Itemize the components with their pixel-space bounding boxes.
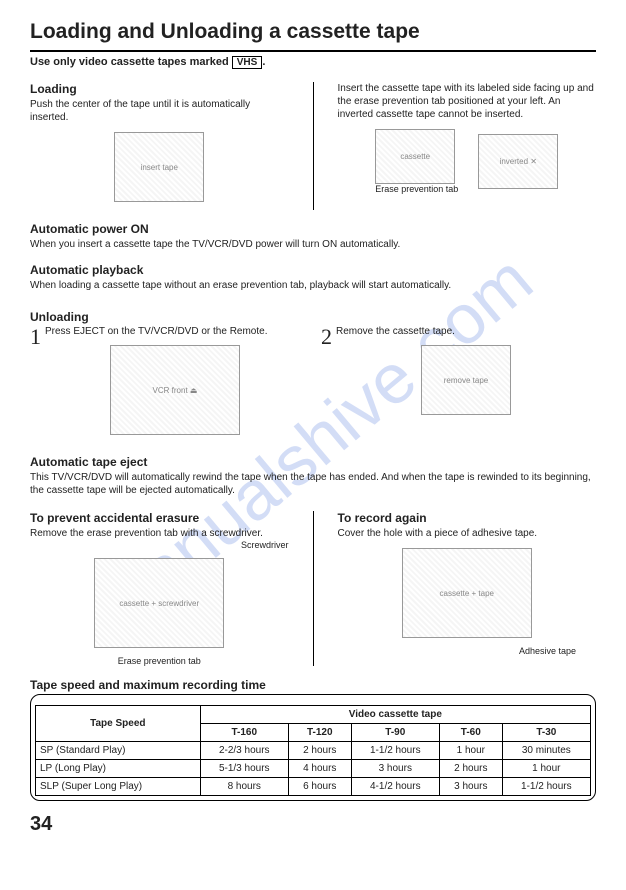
cell: 3 hours	[439, 778, 502, 796]
separator	[313, 82, 314, 210]
auto-playback-heading: Automatic playback	[30, 263, 596, 277]
loading-fig-cassette: cassette	[375, 129, 455, 184]
cell: 2 hours	[288, 742, 351, 760]
cell: 4 hours	[288, 760, 351, 778]
unloading-heading: Unloading	[30, 310, 596, 324]
record-text: Cover the hole with a piece of adhesive …	[338, 527, 597, 540]
subtitle-pre: Use only video cassette tapes marked	[30, 56, 232, 68]
unloading-fig-vcr: VCR front ⏏	[110, 345, 240, 435]
record-fig: cassette + tape	[402, 548, 532, 638]
loading-fig-inverted: inverted ✕	[478, 134, 558, 189]
cell: 30 minutes	[502, 742, 590, 760]
cell: 3 hours	[351, 760, 439, 778]
step-2-text: Remove the cassette tape.	[321, 326, 596, 337]
prevent-text: Remove the erase prevention tab with a s…	[30, 527, 289, 540]
unloading-fig-remove: remove tape	[421, 345, 511, 415]
row-label: LP (Long Play)	[36, 760, 201, 778]
cell: 1-1/2 hours	[351, 742, 439, 760]
table-title: Tape speed and maximum recording time	[30, 678, 596, 692]
cell: 8 hours	[200, 778, 288, 796]
table-row: LP (Long Play)5-1/3 hours4 hours3 hours2…	[36, 760, 591, 778]
table-row: SLP (Super Long Play)8 hours6 hours4-1/2…	[36, 778, 591, 796]
erase-tab-caption: Erase prevention tab	[375, 184, 458, 194]
th-col: T-90	[351, 724, 439, 742]
page-number: 34	[30, 813, 596, 836]
cell: 4-1/2 hours	[351, 778, 439, 796]
row-label: SLP (Super Long Play)	[36, 778, 201, 796]
cell: 5-1/3 hours	[200, 760, 288, 778]
auto-playback-text: When loading a cassette tape without an …	[30, 279, 596, 292]
cell: 1 hour	[502, 760, 590, 778]
adhesive-caption: Adhesive tape	[338, 646, 597, 656]
record-heading: To record again	[338, 511, 597, 525]
rule	[30, 50, 596, 52]
page-title: Loading and Unloading a cassette tape	[30, 20, 596, 44]
subtitle-post: .	[262, 56, 265, 68]
auto-eject-text: This TV/VCR/DVD will automatically rewin…	[30, 471, 596, 497]
step-1-text: Press EJECT on the TV/VCR/DVD or the Rem…	[30, 326, 305, 337]
prevent-heading: To prevent accidental erasure	[30, 511, 289, 525]
step-1-num: 1	[30, 326, 41, 348]
auto-power-heading: Automatic power ON	[30, 222, 596, 236]
cell: 2 hours	[439, 760, 502, 778]
auto-eject-heading: Automatic tape eject	[30, 455, 596, 469]
subtitle: Use only video cassette tapes marked VHS…	[30, 56, 596, 68]
erase-tab-caption-2: Erase prevention tab	[30, 656, 289, 666]
separator-2	[313, 511, 314, 666]
table-row: SP (Standard Play)2-2/3 hours2 hours1-1/…	[36, 742, 591, 760]
auto-power-text: When you insert a cassette tape the TV/V…	[30, 238, 596, 251]
loading-left-text: Push the center of the tape until it is …	[30, 98, 289, 124]
screwdriver-caption: Screwdriver	[30, 540, 289, 550]
cell: 1-1/2 hours	[502, 778, 590, 796]
loading-right-text: Insert the cassette tape with its labele…	[338, 82, 597, 121]
th-col: T-30	[502, 724, 590, 742]
cell: 1 hour	[439, 742, 502, 760]
th-col: T-160	[200, 724, 288, 742]
th-category: Video cassette tape	[200, 706, 590, 724]
loading-fig-insert: insert tape	[114, 132, 204, 202]
cell: 2-2/3 hours	[200, 742, 288, 760]
th-speed: Tape Speed	[36, 706, 201, 742]
row-label: SP (Standard Play)	[36, 742, 201, 760]
th-col: T-60	[439, 724, 502, 742]
vhs-logo: VHS	[232, 56, 263, 69]
prevent-fig: cassette + screwdriver	[94, 558, 224, 648]
step-2-num: 2	[321, 326, 332, 348]
th-col: T-120	[288, 724, 351, 742]
tape-speed-table: Tape Speed Video cassette tape T-160T-12…	[35, 705, 591, 796]
cell: 6 hours	[288, 778, 351, 796]
loading-heading: Loading	[30, 82, 289, 96]
